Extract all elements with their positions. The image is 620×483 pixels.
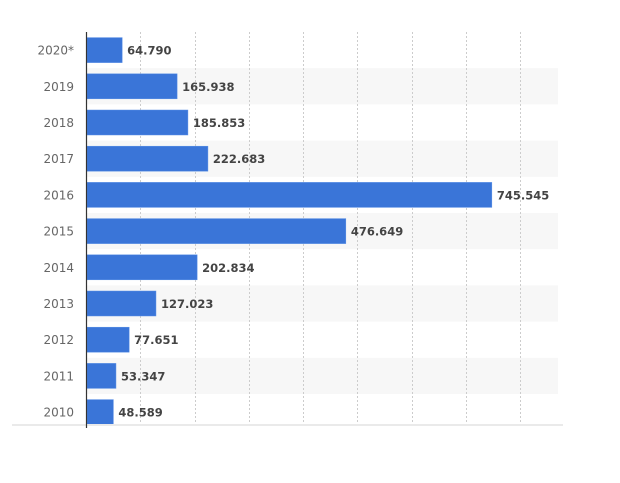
row-stripes xyxy=(86,68,558,394)
value-label: 185.853 xyxy=(193,116,245,130)
category-label: 2010 xyxy=(43,406,74,420)
row-stripe xyxy=(86,357,558,394)
bar[interactable] xyxy=(86,326,130,353)
category-label: 2019 xyxy=(43,80,74,94)
bar[interactable] xyxy=(86,37,123,63)
category-label: 2014 xyxy=(43,261,74,275)
bar[interactable] xyxy=(86,218,347,244)
row-stripe xyxy=(86,285,558,322)
value-label: 77.651 xyxy=(134,333,178,347)
bar[interactable] xyxy=(86,73,178,100)
bottom-shadow xyxy=(12,424,563,426)
value-label: 222.683 xyxy=(213,152,265,166)
bar[interactable] xyxy=(86,290,157,317)
category-label: 2016 xyxy=(43,188,74,202)
value-label: 476.649 xyxy=(351,225,403,239)
bar[interactable] xyxy=(86,363,117,389)
value-label: 64.790 xyxy=(127,44,171,58)
value-label: 48.589 xyxy=(118,406,162,420)
category-label: 2013 xyxy=(43,297,74,311)
bars xyxy=(86,37,493,425)
bar[interactable] xyxy=(86,254,198,281)
category-label: 2017 xyxy=(43,152,74,166)
category-label: 2015 xyxy=(43,225,74,239)
value-label: 165.938 xyxy=(182,80,234,94)
bar[interactable] xyxy=(86,182,493,208)
value-label: 745.545 xyxy=(497,188,549,202)
value-label: 127.023 xyxy=(161,297,213,311)
category-label: 2011 xyxy=(43,369,74,383)
bar[interactable] xyxy=(86,109,189,136)
category-label: 2012 xyxy=(43,333,74,347)
bar[interactable] xyxy=(86,399,114,425)
bar[interactable] xyxy=(86,145,209,172)
labels: 2020* 64.790 2019 165.938 2018 185.853 2017 222… xyxy=(37,44,549,420)
value-label: 53.347 xyxy=(121,369,165,383)
category-label: 2020* xyxy=(37,44,74,58)
value-label: 202.834 xyxy=(202,261,254,275)
category-label: 2018 xyxy=(43,116,74,130)
